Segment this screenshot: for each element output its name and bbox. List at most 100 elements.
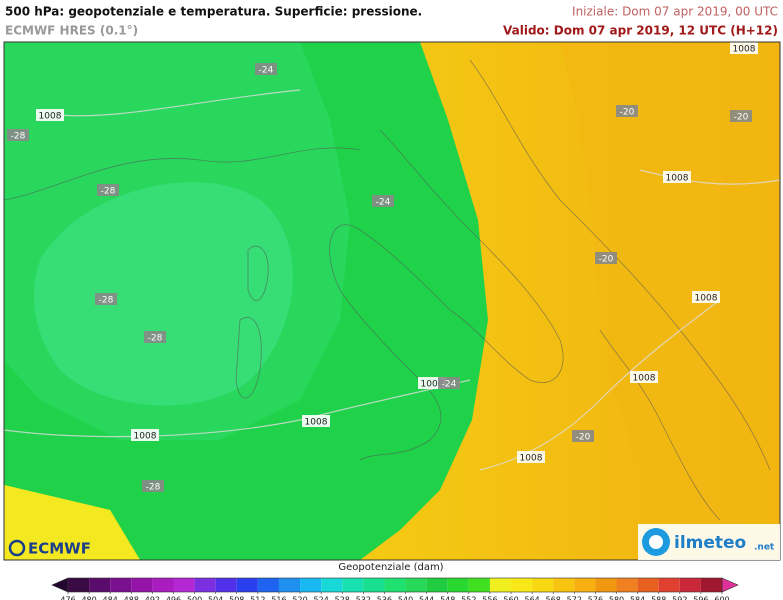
map-label-box: [692, 291, 720, 303]
map-label: -28: [101, 187, 116, 197]
colorbar-segment: [384, 578, 406, 592]
map-label-box: [372, 195, 394, 207]
map-label: 1008: [39, 112, 62, 122]
map-label: 1008: [421, 380, 444, 390]
colorbar-segment: [637, 578, 659, 592]
colorbar-segment: [553, 578, 575, 592]
colorbar-tick-label: 516: [271, 596, 286, 600]
colorbar-tick-label: 564: [524, 596, 539, 600]
south-west-area: [4, 485, 140, 560]
map-label: -24: [259, 66, 274, 76]
colorbar-tick-label: 528: [335, 596, 350, 600]
colorbar-tick-label: 476: [60, 596, 75, 600]
map-label-box: [730, 110, 752, 122]
ilmeteo-logo: ilmeteo .net: [638, 524, 780, 560]
valid-time: Valido: Dom 07 apr 2019, 12 UTC (H+12): [503, 24, 778, 38]
colorbar-tick-label: 492: [145, 596, 160, 600]
map-label: -20: [599, 255, 614, 265]
colorbar-tick-label: 568: [546, 596, 561, 600]
model-name: ECMWF HRES (0.1°): [5, 24, 138, 38]
colorbar-segment: [342, 578, 364, 592]
map-label: -28: [99, 296, 114, 306]
colorbar-tick-label: 520: [292, 596, 307, 600]
map-label: -20: [734, 113, 749, 123]
map-label-box: [438, 377, 460, 389]
colorbar-tick-label: 532: [356, 596, 371, 600]
map-title: 500 hPa: geopotenziale e temperatura. Su…: [5, 5, 422, 19]
map-label: 1008: [695, 294, 718, 304]
map-label: -28: [146, 483, 161, 493]
colorbar-tick-label: 600: [714, 596, 729, 600]
colorbar-under-arrow: [51, 577, 69, 593]
colorbar-tick-label: 484: [103, 596, 118, 600]
warm-area: [560, 42, 780, 560]
cold-core: [34, 182, 293, 406]
colorbar-tick-label: 576: [588, 596, 603, 600]
colorbar-segment: [447, 578, 469, 592]
map-label-box: [95, 293, 117, 305]
map-label-box: [144, 331, 166, 343]
colorbar-tick-label: 480: [81, 596, 96, 600]
colorbar-segment: [110, 578, 132, 592]
colorbar-tick-label: 560: [503, 596, 518, 600]
colorbar-tick-label: 556: [482, 596, 497, 600]
colorbar-segment: [574, 578, 596, 592]
map-label-box: [517, 451, 545, 463]
map-label-box: [97, 184, 119, 196]
colorbar-title: Geopotenziale (dam): [338, 562, 443, 573]
colorbar-tick-label: 540: [398, 596, 413, 600]
colorbar-segment: [616, 578, 638, 592]
colorbar-segment: [426, 578, 448, 592]
colorbar-tick-label: 572: [567, 596, 582, 600]
map-label: 1008: [633, 374, 656, 384]
colorbar-over-arrow: [721, 577, 739, 593]
colorbar-tick-label: 500: [187, 596, 202, 600]
colorbar-tick-label: 508: [229, 596, 244, 600]
map-label: -20: [576, 433, 591, 443]
map-label: 1008: [134, 432, 157, 442]
colorbar-segment: [257, 578, 279, 592]
map-label-box: [572, 430, 594, 442]
colorbar-tick-label: 552: [461, 596, 476, 600]
map-label: 1008: [520, 454, 543, 464]
colorbar-segment: [511, 578, 533, 592]
map-label-box: [302, 415, 330, 427]
colorbar-segment: [363, 578, 385, 592]
colorbar-segment: [236, 578, 258, 592]
colorbar-segment: [700, 578, 722, 592]
ecmwf-logo: ECMWF: [8, 540, 91, 558]
colorbar: 476 480 484 488 492 496 500 504 508 512 516 520 524 5…: [51, 577, 739, 600]
initial-time: Iniziale: Dom 07 apr 2019, 00 UTC: [572, 5, 778, 19]
colorbar-segment: [405, 578, 427, 592]
colorbar-tick-label: 504: [208, 596, 223, 600]
colorbar-tick-label: 548: [440, 596, 455, 600]
map-label-box: [255, 63, 277, 75]
ilmeteo-logo-text: ilmeteo: [674, 533, 746, 553]
coastlines: [4, 59, 771, 521]
colorbar-segment: [173, 578, 195, 592]
colorbar-segment: [89, 578, 111, 592]
ilmeteo-logo-suffix: .net: [754, 543, 775, 553]
colorbar-tick-label: 524: [314, 596, 329, 600]
map-label-box: [616, 105, 638, 117]
map-label-box: [36, 109, 64, 121]
colorbar-tick-label: 536: [377, 596, 392, 600]
map-label: -24: [376, 198, 391, 208]
map-label-box: [131, 429, 159, 441]
colorbar-segment: [194, 578, 216, 592]
map-label-box: [630, 371, 658, 383]
colorbar-tick-label: 544: [419, 596, 434, 600]
colorbar-segment: [68, 578, 90, 592]
map-label-box: [730, 42, 758, 54]
map-frame: [3, 41, 781, 561]
colorbar-tick-label: 592: [672, 596, 687, 600]
colorbar-tick-label: 588: [651, 596, 666, 600]
map-label: -24: [442, 380, 457, 390]
colorbar-segment: [300, 578, 322, 592]
colorbar-tick-label: 496: [166, 596, 181, 600]
map-label: 1008: [666, 174, 689, 184]
map-label-box: [595, 252, 617, 264]
